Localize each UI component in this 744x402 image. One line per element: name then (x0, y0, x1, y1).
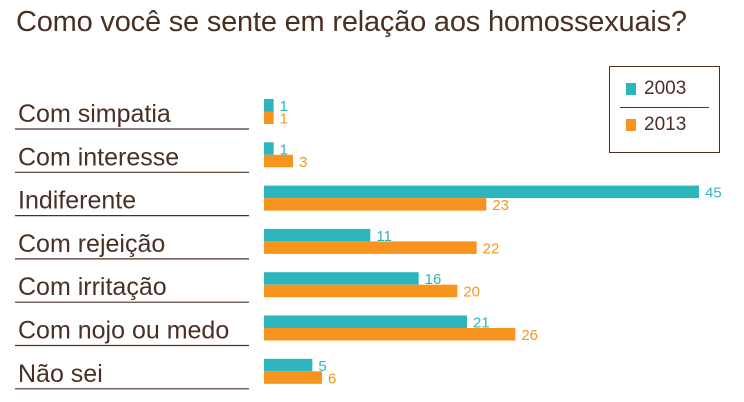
bar-2003-row-6 (264, 358, 313, 372)
value-label-2013-row-0: 1 (280, 111, 288, 128)
legend-swatch-2013 (626, 119, 636, 131)
bar-2013-row-2 (264, 198, 487, 211)
chart-title: Como você se sente em relação aos homoss… (16, 6, 687, 38)
value-label-2013-row-6: 6 (328, 370, 336, 387)
bar-2013-row-4 (264, 284, 458, 298)
category-label-row-6: Não sei (18, 360, 103, 388)
value-label-2003-row-4: 16 (425, 271, 442, 288)
category-label-row-5: Com nojo ou medo (18, 317, 229, 345)
bar-2013-row-5 (264, 328, 516, 341)
bar-2003-row-0 (264, 99, 274, 112)
legend-item-2003: 2003 (626, 76, 686, 102)
legend-item-2013: 2013 (626, 112, 686, 138)
value-label-2013-row-3: 22 (483, 240, 500, 257)
category-label-row-3: Com rejeição (18, 230, 165, 258)
value-label-2003-row-5: 21 (473, 315, 490, 332)
bar-2013-row-0 (264, 111, 274, 124)
category-label-row-2: Indiferente (18, 187, 136, 215)
category-label-row-4: Com irritação (18, 273, 167, 301)
bar-2013-row-3 (264, 241, 477, 254)
value-label-2003-row-1: 1 (280, 141, 288, 158)
legend-swatch-2003 (626, 83, 636, 95)
bar-2003-row-3 (264, 228, 371, 242)
legend-divider (620, 107, 709, 108)
value-label-2013-row-2: 23 (492, 197, 509, 214)
value-label-2013-row-4: 20 (463, 284, 480, 301)
bar-2003-row-1 (264, 142, 274, 155)
bar-2003-row-5 (264, 315, 467, 328)
bar-2013-row-1 (264, 154, 293, 168)
value-label-2003-row-0: 1 (280, 98, 288, 115)
value-label-2003-row-6: 5 (318, 358, 326, 375)
bar-2003-row-2 (264, 185, 699, 199)
legend-label-2003: 2003 (644, 78, 687, 99)
legend-label-2013: 2013 (644, 114, 687, 135)
value-label-2013-row-5: 26 (521, 327, 538, 344)
bar-2013-row-6 (264, 371, 322, 384)
value-label-2003-row-3: 11 (376, 228, 392, 245)
category-label-row-1: Com interesse (18, 143, 179, 171)
legend: 2003 2013 (609, 66, 720, 153)
value-label-2003-row-2: 45 (705, 185, 722, 202)
value-label-2013-row-1: 3 (299, 154, 307, 171)
bar-2003-row-4 (264, 272, 419, 285)
category-label-row-0: Com simpatia (18, 100, 171, 128)
